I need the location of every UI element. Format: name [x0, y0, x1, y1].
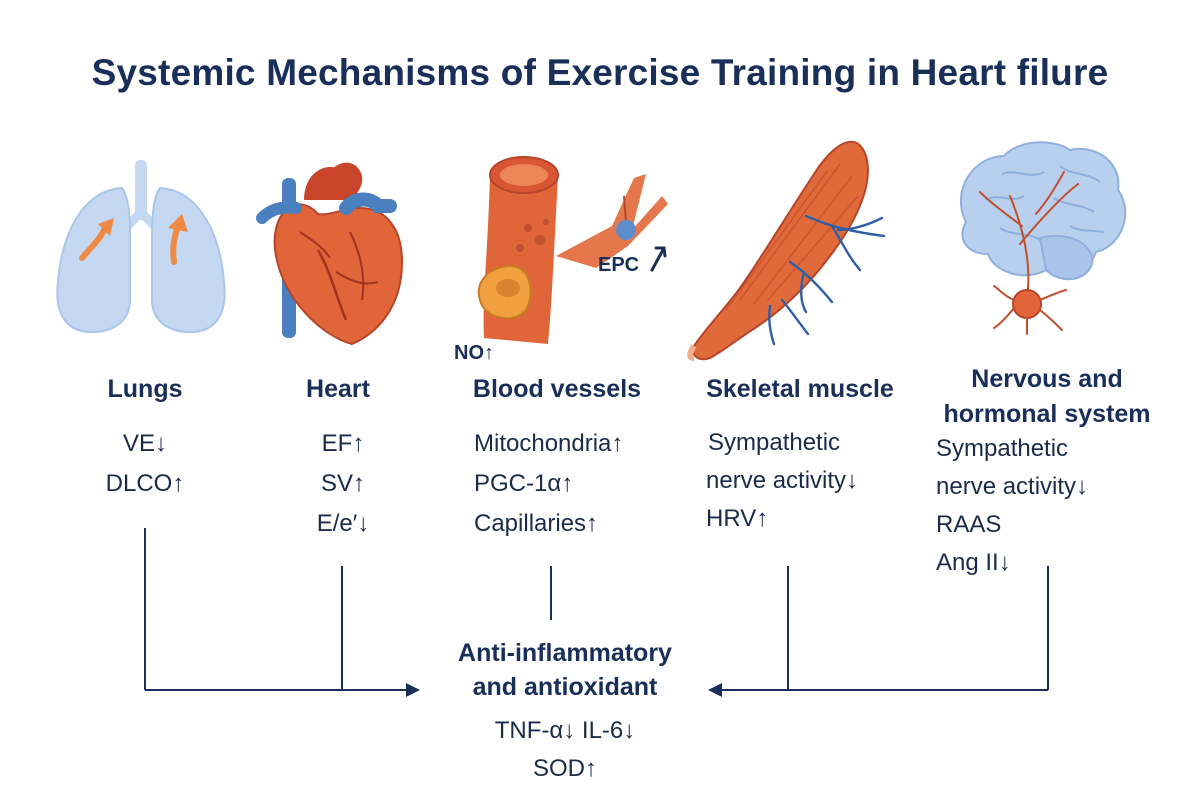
effect-item: VE↓ [122, 430, 167, 457]
skeletal-muscle-icon [687, 140, 886, 361]
anti-inflammatory-effects: TNF-α↓ IL-6↓ SOD↑ [400, 712, 730, 788]
effect-item: E/e′↓ [316, 510, 370, 537]
effect-item: Mitochondria↑ [474, 430, 624, 457]
nervous-hormonal-label-line: Nervous and [971, 365, 1123, 393]
nervous-hormonal-effects: Sympathetic nerve activity↓ RAAS Ang II↓ [936, 430, 1136, 582]
lungs-label: Lungs [107, 375, 183, 403]
effect-item: DLCO↑ [105, 470, 185, 497]
effect-item: SOD↑ [532, 755, 597, 782]
blood-vessels-label: Blood vessels [472, 375, 642, 403]
center-title-line: Anti-inflammatory [458, 639, 672, 667]
lungs-icon [56, 160, 226, 334]
brain-icon [960, 141, 1127, 335]
effect-item: Sympathetic [936, 435, 1069, 462]
effect-item: TNF-α↓ IL-6↓ [494, 717, 636, 744]
lungs-effects: VE↓ DLCO↑ [70, 424, 220, 504]
page-title: Systemic Mechanisms of Exercise Training… [91, 52, 1109, 93]
no-annotation: NO↑ [454, 342, 494, 364]
center-title-line: and antioxidant [472, 673, 658, 701]
blood-vessel-icon [477, 156, 668, 344]
heart-icon [256, 162, 404, 346]
effect-item: RAAS [936, 511, 1002, 538]
heart-effects: EF↑ SV↑ E/e′↓ [278, 424, 408, 544]
blood-vessels-effects: Mitochondria↑ PGC-1α↑ Capillaries↑ [474, 424, 674, 544]
skeletal-muscle-effects: Sympathetic nerve activity↓ HRV↑ [706, 424, 896, 538]
effect-item: nerve activity↓ [706, 467, 859, 494]
nervous-hormonal-label: Nervous and hormonal system [914, 362, 1180, 432]
effect-item: Sympathetic [708, 429, 841, 456]
effect-item: SV↑ [320, 470, 365, 497]
effect-item: PGC-1α↑ [474, 470, 574, 497]
anti-inflammatory-title: Anti-inflammatory and antioxidant [400, 636, 730, 704]
arrow-left-icon [708, 683, 722, 697]
effect-item: HRV↑ [706, 505, 769, 532]
nervous-hormonal-label-line: hormonal system [943, 400, 1151, 428]
epc-annotation: EPC [598, 254, 640, 276]
effect-item: Ang II↓ [936, 549, 1011, 576]
effect-item: EF↑ [321, 430, 365, 457]
heart-label: Heart [306, 375, 370, 403]
effect-item: nerve activity↓ [936, 473, 1089, 500]
effect-item: Capillaries↑ [474, 510, 599, 537]
connector-lines [144, 528, 1049, 691]
arrow-right-icon [406, 683, 420, 697]
skeletal-muscle-label: Skeletal muscle [706, 375, 894, 403]
